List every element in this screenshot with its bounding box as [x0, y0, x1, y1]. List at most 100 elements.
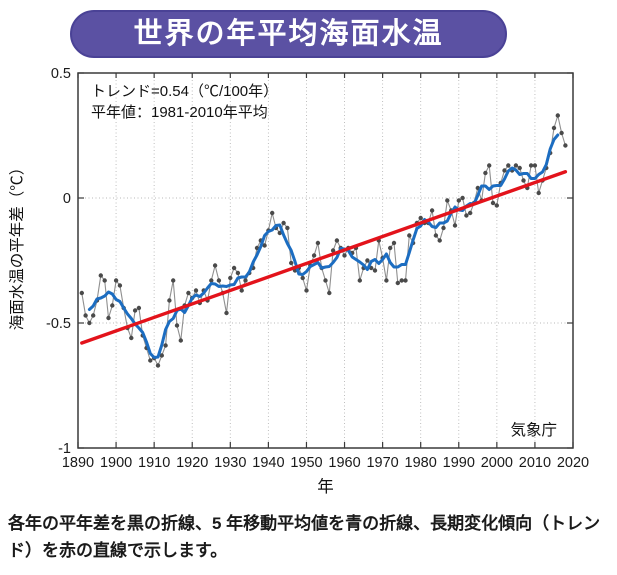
annual-anomaly-point	[102, 278, 107, 283]
title-banner: 世界の年平均海面水温	[70, 10, 507, 58]
annual-anomaly-point	[555, 113, 560, 118]
annual-anomaly-point	[487, 163, 492, 168]
annual-anomaly-point	[452, 223, 458, 228]
annual-anomaly-point	[551, 125, 557, 131]
x-tick-label: 1980	[405, 455, 437, 471]
annual-anomaly-point	[460, 195, 465, 201]
annual-anomaly-point	[289, 260, 294, 266]
annual-anomaly-point	[490, 200, 496, 206]
x-tick-label: 1890	[62, 455, 94, 471]
x-tick-label: 1910	[138, 455, 170, 471]
y-tick-label: 0	[63, 191, 71, 207]
x-tick-label: 1940	[252, 455, 284, 471]
y-axis-title: 海面水温の平年差（℃）	[8, 160, 26, 331]
annual-anomaly-point	[79, 290, 85, 296]
x-tick-label: 1930	[214, 455, 246, 471]
annual-anomaly-point	[399, 278, 404, 283]
annual-anomaly-point	[483, 170, 488, 176]
y-tick-label: -1	[58, 441, 71, 457]
annual-anomaly-point	[171, 278, 176, 283]
annual-anomaly-point	[418, 215, 423, 221]
annual-anomaly-point	[445, 198, 450, 203]
x-tick-label: 1920	[176, 455, 208, 471]
annual-anomaly-point	[532, 163, 538, 168]
annual-anomaly-point	[98, 273, 104, 278]
annual-anomaly-point	[342, 253, 347, 258]
annual-anomaly-point	[334, 238, 340, 243]
annual-anomaly-point	[468, 210, 473, 216]
y-tick-label: 0.5	[51, 66, 71, 82]
x-tick-label: 2020	[557, 455, 589, 471]
annual-anomaly-point	[243, 278, 248, 283]
annual-anomaly-point	[216, 278, 222, 283]
annual-anomaly-point	[323, 278, 328, 283]
annual-anomaly-point	[91, 313, 96, 318]
x-tick-label: 1970	[366, 455, 398, 471]
annual-anomaly-point	[536, 190, 541, 196]
annual-anomaly-point	[87, 320, 92, 326]
annual-anomaly-point	[513, 163, 519, 168]
annual-anomaly-point	[136, 305, 142, 311]
annual-anomaly-point	[193, 288, 199, 293]
annual-anomaly-point	[388, 245, 393, 251]
x-tick-label: 1900	[100, 455, 132, 471]
annual-anomaly-point	[113, 278, 119, 283]
annual-anomaly-point	[285, 225, 290, 231]
annual-anomaly-point	[159, 353, 164, 358]
annual-anomaly-point	[506, 163, 511, 168]
moving-average-line	[87, 133, 560, 359]
annual-anomaly-point	[521, 178, 526, 183]
annual-anomaly-point	[315, 240, 321, 246]
annual-anomaly-point	[391, 240, 397, 246]
annual-anomaly-point	[155, 363, 161, 368]
trend-line	[80, 170, 568, 345]
annual-anomaly-point	[110, 303, 115, 308]
annual-anomaly-point	[281, 220, 286, 226]
annual-anomaly-point	[372, 268, 378, 273]
annual-anomaly-point	[357, 278, 362, 283]
x-tick-label: 1960	[328, 455, 360, 471]
baseline-annotation: 平年値：1981-2010年平均	[91, 104, 268, 121]
annual-anomaly-point	[304, 288, 309, 293]
annual-anomaly-point	[262, 243, 267, 248]
annual-anomaly-point	[300, 275, 305, 281]
annual-anomaly-point	[407, 233, 412, 238]
annual-anomaly-point	[528, 163, 534, 168]
annual-anomaly-point	[403, 278, 408, 283]
annual-anomaly-point	[224, 310, 229, 316]
annual-anomaly-point	[117, 283, 123, 288]
annual-anomaly-point	[270, 210, 275, 216]
annual-anomaly-point	[209, 278, 214, 283]
x-tick-label: 2010	[519, 455, 551, 471]
annual-anomaly-point	[433, 233, 439, 238]
annual-anomaly-point	[441, 225, 446, 231]
annual-anomaly-point	[167, 298, 172, 303]
annual-anomaly-point	[456, 198, 461, 203]
annual-anomaly-point	[311, 253, 317, 258]
x-axis-title: 年	[317, 477, 334, 496]
annual-anomaly-point	[365, 258, 370, 263]
annual-anomaly-point	[384, 278, 389, 283]
annual-anomaly-point	[129, 335, 134, 341]
x-tick-label: 2000	[481, 455, 513, 471]
annual-anomaly-point	[132, 308, 138, 313]
annual-anomaly-point	[235, 270, 241, 276]
source-label: 気象庁	[510, 421, 557, 439]
x-tick-label: 1990	[443, 455, 475, 471]
annual-anomaly-point	[517, 165, 522, 171]
y-tick-label: -0.5	[46, 316, 71, 332]
annual-anomaly-line	[81, 113, 566, 367]
sst-chart: 1890 1900 1910 1920 1930 1940 1950 1960 1970 1980…	[8, 66, 589, 496]
annual-anomaly-point	[330, 248, 336, 253]
page-title: 世界の年平均海面水温	[133, 17, 444, 50]
annual-anomaly-point	[429, 208, 435, 213]
annual-anomaly-point	[494, 203, 499, 208]
trend-annotation: トレンド=0.54（℃/100年）	[91, 83, 278, 100]
annual-anomaly-point	[228, 275, 233, 281]
annual-anomaly-point	[148, 358, 153, 363]
annual-anomaly-point	[563, 143, 568, 148]
annual-anomaly-point	[186, 290, 191, 296]
annual-anomaly-point	[178, 338, 183, 343]
annual-anomaly-point	[106, 315, 111, 321]
